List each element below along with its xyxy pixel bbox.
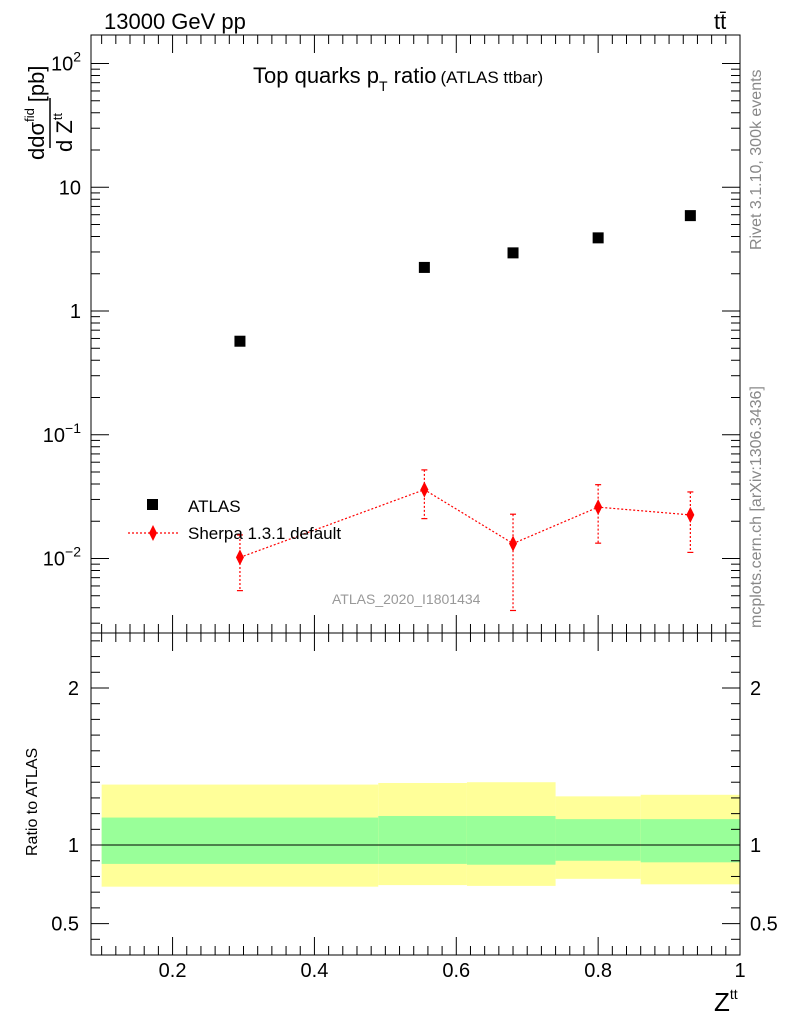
main-frame [90, 34, 741, 634]
ratio-y-axis-label: Ratio to ATLAS [24, 748, 41, 856]
legend-atlas-marker [147, 499, 158, 510]
ratio-y-tick-label: 0.5 [51, 914, 79, 936]
ratio-x-tick-label: 0.2 [159, 960, 187, 982]
svg-text:ddσfid[pb]: ddσfid[pb] [22, 65, 49, 160]
main-y-tick-label: 10−1 [43, 420, 81, 447]
main-y-tick-label: 10−2 [43, 543, 81, 570]
mcplots-info: mcplots.cern.ch [arXiv:1306.3436] [748, 386, 765, 628]
ratio-inner-band [101, 817, 379, 864]
ratio-x-tick-label: 1 [734, 960, 745, 982]
ratio-frame [90, 632, 741, 956]
sherpa-point [509, 535, 518, 552]
ratio-x-tick-label: 0.8 [584, 960, 612, 982]
atlas-point [234, 335, 246, 347]
main-series [234, 210, 696, 612]
main-y-tick-label: 1 [70, 301, 81, 323]
rivet-info: Rivet 3.1.10, 300k events [748, 69, 765, 250]
ratio-inner-band [466, 815, 556, 865]
legend-sherpa-label: Sherpa 1.3.1 default [188, 524, 341, 543]
atlas-point [592, 232, 604, 244]
main-y-axis-label: ddσfid[pb] d Ztt [22, 65, 77, 160]
legend-sherpa-marker [149, 525, 157, 541]
atlas-point [507, 247, 519, 259]
ratio-inner-band [640, 819, 740, 863]
process-label: tt̄ [714, 9, 726, 34]
main-axis-ticks: 102 10 1 10−1 10−2 [43, 35, 741, 633]
analysis-label: ATLAS_2020_I1801434 [332, 591, 481, 607]
main-panel: 102 10 1 10−1 10−2 [43, 34, 741, 634]
ratio-y-tick-label-right: 1 [750, 835, 761, 857]
legend: ATLAS Sherpa 1.3.1 default [128, 497, 341, 543]
ratio-bands [91, 782, 740, 887]
sherpa-point [594, 499, 603, 516]
atlas-point [418, 261, 430, 273]
main-y-tick-label: 102 [51, 49, 81, 76]
x-axis-label: Ztt [714, 986, 738, 1017]
ratio-panel: 0.5 0.5 1 1 2 2 0.2 0.4 0.6 0.8 1 [51, 632, 778, 982]
sherpa-point [420, 481, 429, 498]
plot-title: Top quarks pT ratio (ATLAS ttbar) [253, 63, 543, 94]
sherpa-point [235, 549, 244, 566]
svg-text:d Ztt: d Ztt [50, 113, 77, 152]
ratio-y-tick-label: 1 [68, 835, 79, 857]
ratio-x-tick-label: 0.4 [301, 960, 329, 982]
energy-label: 13000 GeV pp [104, 9, 246, 34]
legend-atlas-label: ATLAS [188, 497, 241, 516]
main-y-tick-label: 10 [59, 177, 81, 199]
ratio-inner-band [378, 815, 467, 864]
ratio-inner-band [555, 819, 641, 861]
ratio-y-tick-label-right: 2 [750, 678, 761, 700]
atlas-point [684, 210, 696, 222]
ratio-y-tick-label: 2 [68, 678, 79, 700]
ratio-axis-ticks: 0.5 0.5 1 1 2 2 0.2 0.4 0.6 0.8 1 [51, 633, 778, 982]
ratio-x-tick-label: 0.6 [442, 960, 470, 982]
sherpa-point [686, 506, 695, 523]
ratio-y-tick-label-right: 0.5 [750, 914, 778, 936]
